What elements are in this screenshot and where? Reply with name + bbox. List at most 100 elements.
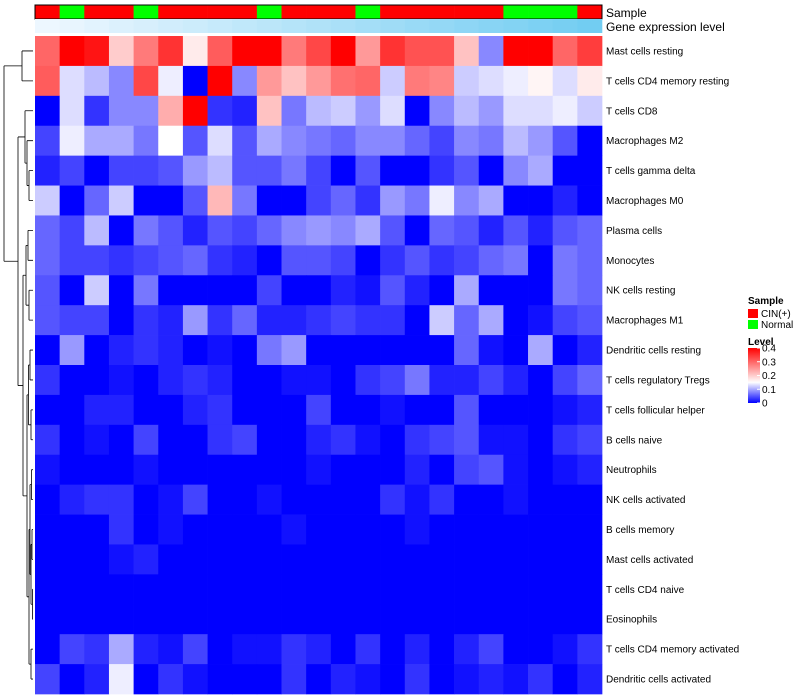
row-label: T cells CD4 naive bbox=[606, 585, 685, 596]
sample-annotation-cell bbox=[59, 5, 85, 19]
heatmap-cell bbox=[84, 454, 110, 485]
heatmap-cell bbox=[232, 305, 258, 336]
heatmap-cell bbox=[454, 155, 480, 186]
heatmap-cell bbox=[59, 185, 85, 216]
heatmap-cell bbox=[577, 215, 603, 246]
heatmap-cell bbox=[577, 365, 603, 396]
heatmap-cell bbox=[158, 65, 184, 97]
heatmap-cell bbox=[404, 65, 430, 97]
heatmap-cell bbox=[404, 484, 430, 515]
heatmap-cell bbox=[182, 664, 208, 695]
heatmap-cell bbox=[182, 394, 208, 426]
heatmap-cell bbox=[281, 664, 307, 695]
heatmap-cell bbox=[454, 305, 480, 336]
heatmap-cell bbox=[478, 65, 504, 97]
heatmap-cell bbox=[330, 36, 356, 67]
heatmap-cell bbox=[158, 664, 184, 695]
heatmap-cell bbox=[380, 514, 406, 545]
heatmap-cell bbox=[429, 65, 455, 97]
heatmap-cell bbox=[503, 634, 529, 665]
heatmap-cell bbox=[380, 125, 406, 156]
legend-tick-label: 0.1 bbox=[762, 385, 776, 396]
heatmap-cell bbox=[59, 125, 85, 156]
heatmap-cell bbox=[330, 215, 356, 246]
heatmap-cell bbox=[108, 155, 134, 186]
heatmap-cell bbox=[577, 335, 603, 366]
heatmap-cell bbox=[306, 424, 332, 456]
heatmap-cell bbox=[35, 245, 61, 276]
heatmap-cell bbox=[454, 454, 480, 485]
expression-annotation-cell bbox=[158, 19, 184, 33]
heatmap-cell bbox=[429, 365, 455, 396]
heatmap-cell bbox=[281, 185, 307, 216]
heatmap-cell bbox=[478, 484, 504, 515]
heatmap-cell bbox=[256, 36, 282, 67]
track-label-expression: Gene expression level bbox=[606, 20, 725, 34]
heatmap-cell bbox=[330, 125, 356, 156]
heatmap-cell bbox=[108, 215, 134, 246]
heatmap-cell bbox=[133, 664, 159, 695]
heatmap-cell bbox=[108, 664, 134, 695]
heatmap-cell bbox=[133, 394, 159, 426]
heatmap-cell bbox=[158, 574, 184, 605]
heatmap-cell bbox=[207, 65, 233, 97]
heatmap-cell bbox=[478, 604, 504, 635]
heatmap-cell bbox=[306, 215, 332, 246]
heatmap-cell bbox=[232, 394, 258, 426]
heatmap-cell bbox=[380, 664, 406, 695]
row-label: Macrophages M0 bbox=[606, 196, 684, 207]
heatmap-cell bbox=[552, 245, 578, 276]
expression-annotation-cell bbox=[108, 19, 134, 33]
heatmap-cell bbox=[232, 245, 258, 276]
heatmap-cell bbox=[355, 394, 381, 426]
heatmap-cell bbox=[478, 544, 504, 575]
heatmap-cell bbox=[182, 634, 208, 665]
heatmap-cell bbox=[355, 664, 381, 695]
heatmap-cell bbox=[232, 155, 258, 186]
heatmap-cell bbox=[84, 544, 110, 575]
heatmap-cell bbox=[59, 275, 85, 306]
heatmap-cell bbox=[478, 36, 504, 67]
heatmap-cell bbox=[306, 155, 332, 186]
heatmap-cell bbox=[404, 185, 430, 216]
heatmap-cell bbox=[429, 484, 455, 515]
heatmap-cell bbox=[281, 514, 307, 545]
heatmap-cell bbox=[404, 245, 430, 276]
heatmap-cell bbox=[207, 454, 233, 485]
sample-annotation-cell bbox=[35, 5, 60, 19]
heatmap-cell bbox=[404, 514, 430, 545]
heatmap-cell bbox=[454, 604, 480, 635]
legend-level-ticks: 0.4 0.3 0.2 0.1 0 bbox=[757, 344, 776, 410]
heatmap-cell bbox=[182, 305, 208, 336]
heatmap-cell bbox=[108, 604, 134, 635]
heatmap-cell bbox=[306, 664, 332, 695]
heatmap-cell bbox=[552, 634, 578, 665]
heatmap-cell bbox=[232, 574, 258, 605]
expression-annotation-cell bbox=[84, 19, 110, 33]
heatmap-cell bbox=[84, 604, 110, 635]
heatmap-cell bbox=[84, 514, 110, 545]
heatmap-cell bbox=[256, 245, 282, 276]
heatmap-cell bbox=[478, 305, 504, 336]
heatmap-cell bbox=[503, 245, 529, 276]
heatmap-cell bbox=[380, 275, 406, 306]
heatmap-cell bbox=[528, 365, 554, 396]
heatmap-cell bbox=[207, 95, 233, 127]
heatmap-cell bbox=[158, 604, 184, 635]
heatmap-cell bbox=[330, 634, 356, 665]
heatmap-cell bbox=[59, 394, 85, 426]
heatmap-cell bbox=[380, 185, 406, 216]
heatmap-cell bbox=[207, 394, 233, 426]
heatmap-cell bbox=[429, 215, 455, 246]
heatmap-cell bbox=[306, 365, 332, 396]
heatmap-cell bbox=[306, 65, 332, 97]
heatmap-cell bbox=[84, 634, 110, 665]
heatmap-cell bbox=[429, 454, 455, 485]
heatmap-cell bbox=[108, 514, 134, 545]
heatmap-cell bbox=[35, 95, 61, 127]
expression-annotation-cell bbox=[552, 19, 578, 33]
heatmap-cell bbox=[232, 95, 258, 127]
heatmap-cell bbox=[207, 664, 233, 695]
heatmap-cell bbox=[306, 305, 332, 336]
heatmap-cell bbox=[577, 65, 603, 97]
